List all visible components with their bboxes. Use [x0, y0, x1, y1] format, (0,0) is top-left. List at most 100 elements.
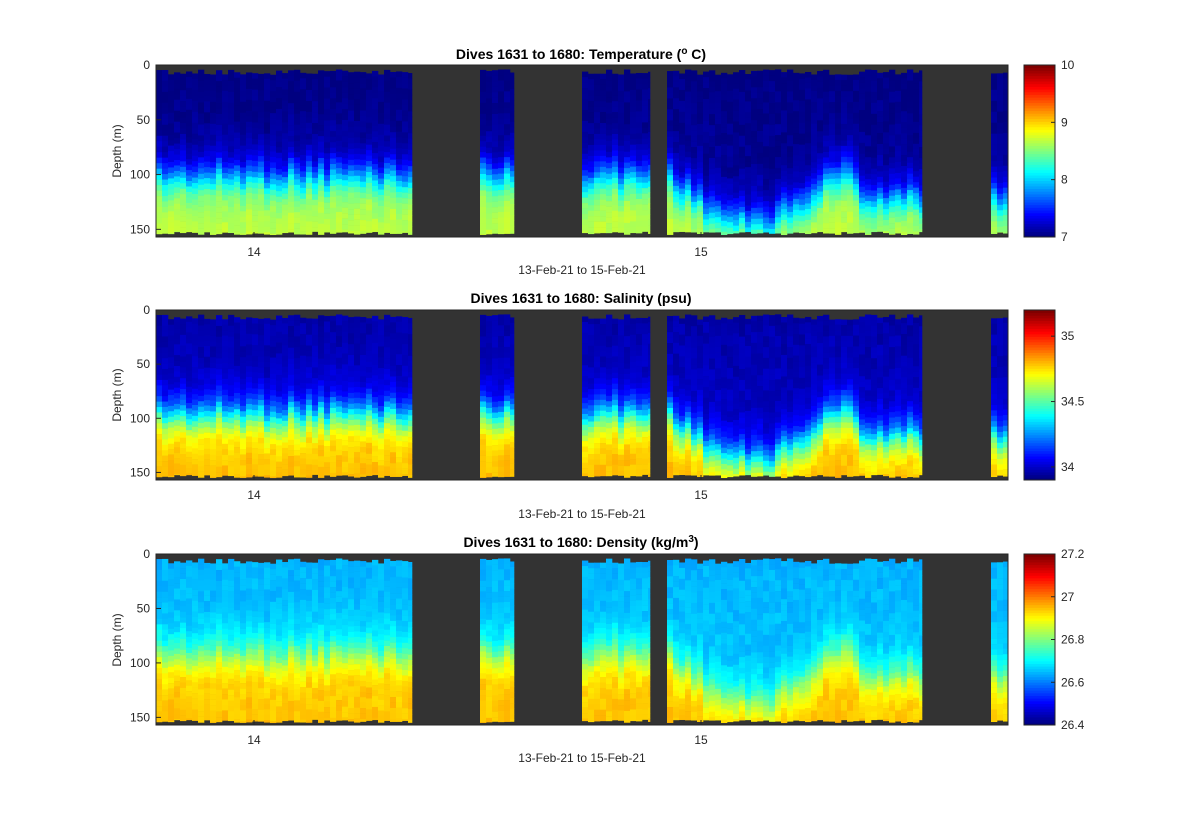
density-profile-column [642, 562, 649, 720]
temperature-profile-column [348, 72, 355, 234]
temperature-profile-column [697, 74, 704, 234]
salinity-profile-column [775, 314, 782, 477]
salinity-profile-column [180, 318, 187, 477]
salinity-profile-column [997, 318, 1004, 476]
density-profile-column [378, 563, 385, 723]
density-profile-column [330, 559, 337, 722]
salinity-profile-column [709, 315, 716, 476]
density-profile-column [372, 559, 379, 721]
temperature-profile-column [823, 69, 830, 234]
density-profile-column [408, 561, 413, 723]
density-profile-column [312, 562, 319, 720]
temperature-profile-column [594, 73, 601, 234]
density-profile-column [606, 558, 613, 722]
density-profile-column [498, 558, 505, 723]
temperature-profile-column [775, 69, 782, 234]
salinity-profile-column [703, 316, 710, 476]
density-profile-column [907, 558, 914, 723]
temperature-colorbar: 7 8 9 10 [1023, 58, 1075, 244]
density-profile-column [847, 563, 854, 722]
salinity-profile-column [390, 316, 397, 477]
temperature-title: Dives 1631 to 1680: Temperature (o C) [456, 46, 706, 63]
density-profile-column [636, 561, 643, 722]
salinity-profile-column [228, 314, 235, 477]
density-profile-column [180, 562, 187, 722]
temperature-profile-column [859, 71, 866, 233]
temperature-profile-column [324, 71, 331, 233]
density-x-tick-15: 15 [694, 733, 708, 747]
temperature-profile-column [883, 72, 890, 234]
temperature-profile-column [877, 72, 884, 232]
density-profile-column [721, 561, 728, 723]
salinity-profile-column [1003, 317, 1009, 477]
temperature-profile-column [246, 72, 253, 235]
salinity-profile-column [480, 314, 487, 478]
salinity-profile-column [612, 318, 619, 476]
salinity-profile-column [745, 318, 752, 476]
salinity-profile-column [582, 316, 589, 477]
density-profile-column [258, 562, 265, 722]
temperature-profile-column [805, 72, 812, 235]
salinity-profile-column [510, 317, 515, 477]
salinity-profile-column [264, 318, 271, 478]
temperature-y-label: Depth (m) [110, 124, 124, 177]
temperature-profile-column [156, 70, 163, 235]
temperature-profile-column [408, 73, 413, 235]
temperature-profile-column [1003, 72, 1009, 234]
salinity-profile-column [486, 315, 493, 478]
density-profile-column [390, 560, 397, 722]
temperature-profile-column [847, 74, 854, 234]
density-title: Dives 1631 to 1680: Density (kg/m3) [463, 534, 698, 551]
density-profile-column [612, 562, 619, 721]
salinity-profile-column [498, 314, 505, 478]
salinity-colorbar-box [1023, 309, 1056, 481]
temperature-profile-column [336, 69, 343, 233]
temperature-profile-column [829, 74, 836, 234]
temperature-profile-column [895, 74, 902, 234]
temperature-profile-column [727, 74, 734, 235]
salinity-profile-column [588, 318, 595, 478]
temperature-profile-column [781, 72, 788, 236]
density-y-axis: 0 50 100 150 [130, 547, 161, 724]
temperature-profile-column [588, 73, 595, 235]
temperature-profile-column [264, 73, 271, 235]
temperature-panel: Dives 1631 to 1680: Temperature (o C) 0 5… [110, 46, 1075, 278]
density-profile-column [360, 561, 367, 722]
salinity-profile-column [721, 317, 728, 479]
density-profile-column [865, 558, 872, 723]
density-profile-column [787, 558, 794, 722]
density-profile-column [859, 560, 866, 721]
density-y-tick-label: 100 [130, 656, 150, 670]
salinity-profile-column [342, 315, 349, 476]
temperature-profile-column [600, 73, 607, 234]
temperature-profile-column [486, 70, 493, 235]
salinity-profile-column [360, 317, 367, 477]
salinity-profile-column [372, 315, 379, 476]
density-profile-column [366, 562, 373, 721]
salinity-profile-column [222, 319, 229, 476]
salinity-profile-column [630, 318, 637, 477]
density-colorbar: 26.4 26.6 26.8 27 27.2 [1023, 547, 1085, 732]
density-x-axis: 14 15 [247, 720, 708, 747]
temperature-profile-column [378, 74, 385, 235]
salinity-profile-column [991, 318, 998, 478]
salinity-profile-column [667, 315, 674, 478]
density-profile-column [697, 563, 704, 723]
temperature-profile-column [901, 72, 908, 236]
temperature-profile-column [865, 69, 872, 235]
salinity-profile-column [733, 317, 740, 477]
density-profile-column [342, 559, 349, 721]
density-profile-column [775, 558, 782, 722]
salinity-profile-column [739, 314, 746, 476]
salinity-profile-column [817, 315, 824, 476]
density-profile-column [793, 561, 800, 721]
salinity-profile-column [162, 314, 169, 477]
temperature-profile-column [276, 70, 283, 235]
density-colorbar-tick-label: 27.2 [1061, 547, 1085, 561]
salinity-profile-column [781, 317, 788, 479]
density-profile-column [799, 562, 806, 722]
density-profile-column [396, 560, 403, 722]
salinity-colorbar: 34 34.5 35 [1023, 309, 1085, 481]
density-profile-column [582, 560, 589, 722]
density-profile-column [624, 558, 631, 723]
